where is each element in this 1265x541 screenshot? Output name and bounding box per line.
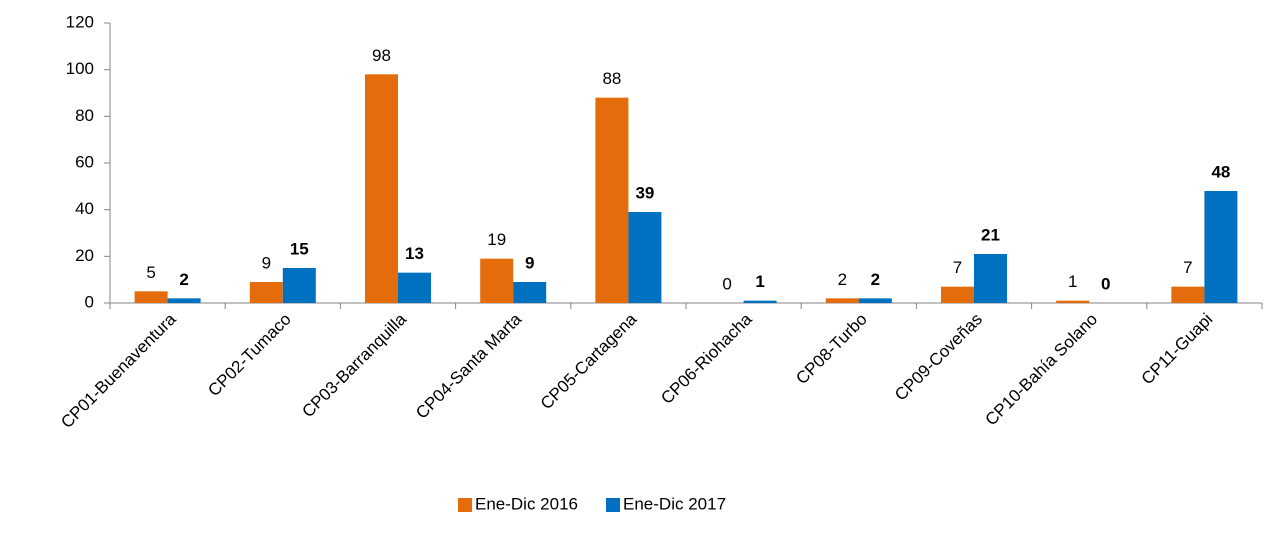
data-label: 9 (525, 253, 534, 272)
bar (513, 282, 547, 303)
data-label: 7 (953, 258, 962, 277)
y-tick-label: 40 (75, 199, 94, 218)
bar (1171, 286, 1205, 303)
data-label: 5 (146, 263, 155, 282)
data-label: 9 (262, 253, 271, 272)
data-label: 7 (1183, 258, 1192, 277)
data-label: 0 (1101, 274, 1110, 293)
x-tick-label: CP02-Tumaco (204, 310, 294, 400)
bar (595, 97, 629, 304)
data-label: 19 (487, 230, 506, 249)
y-tick-label: 100 (66, 59, 94, 78)
x-tick-label: CP08-Turbo (792, 310, 870, 388)
x-tick-label: CP11-Guapi (1138, 310, 1217, 389)
data-label: 48 (1211, 162, 1230, 181)
bar (480, 258, 514, 303)
x-tick-label: CP05-Cartagena (537, 309, 641, 413)
data-label: 98 (372, 46, 391, 65)
data-label: 15 (290, 239, 309, 258)
bar (1056, 300, 1090, 303)
data-label: 39 (635, 183, 654, 202)
bar (249, 282, 283, 303)
legend-swatch (458, 498, 472, 512)
bar (858, 298, 892, 303)
y-tick-label: 20 (75, 246, 94, 265)
bar (941, 286, 974, 303)
bar (167, 298, 201, 303)
data-label: 13 (405, 244, 424, 263)
bar (825, 298, 859, 303)
legend-label: Ene-Dic 2017 (623, 494, 726, 513)
data-label: 2 (179, 270, 188, 289)
x-tick-label: CP09-Coveñas (891, 310, 986, 405)
bar (743, 300, 777, 303)
bar (1204, 191, 1238, 303)
y-tick-label: 60 (75, 152, 94, 171)
y-tick-label: 0 (85, 292, 94, 311)
bar (398, 272, 431, 303)
y-tick-label: 80 (75, 106, 94, 125)
data-label: 21 (981, 225, 1000, 244)
data-label: 2 (871, 270, 880, 289)
x-tick-label: CP04-Santa Marta (412, 309, 525, 422)
data-label: 1 (1068, 272, 1077, 291)
data-label: 0 (722, 274, 731, 293)
legend-label: Ene-Dic 2016 (475, 494, 578, 513)
x-tick-label: CP01-Buenaventura (57, 309, 180, 432)
bar (282, 268, 316, 303)
y-tick-label: 120 (66, 12, 94, 31)
x-tick-label: CP03-Barranquilla (298, 309, 410, 421)
data-label: 88 (602, 69, 621, 88)
x-tick-label: CP06-Riohacha (657, 309, 756, 408)
x-tick-label: CP10-Bahía Solano (981, 310, 1101, 430)
data-label: 1 (755, 272, 764, 291)
bar (134, 291, 168, 303)
bar (628, 212, 662, 303)
legend-swatch (606, 498, 621, 512)
data-label: 2 (838, 270, 847, 289)
bar (974, 254, 1007, 303)
bar (365, 74, 398, 303)
